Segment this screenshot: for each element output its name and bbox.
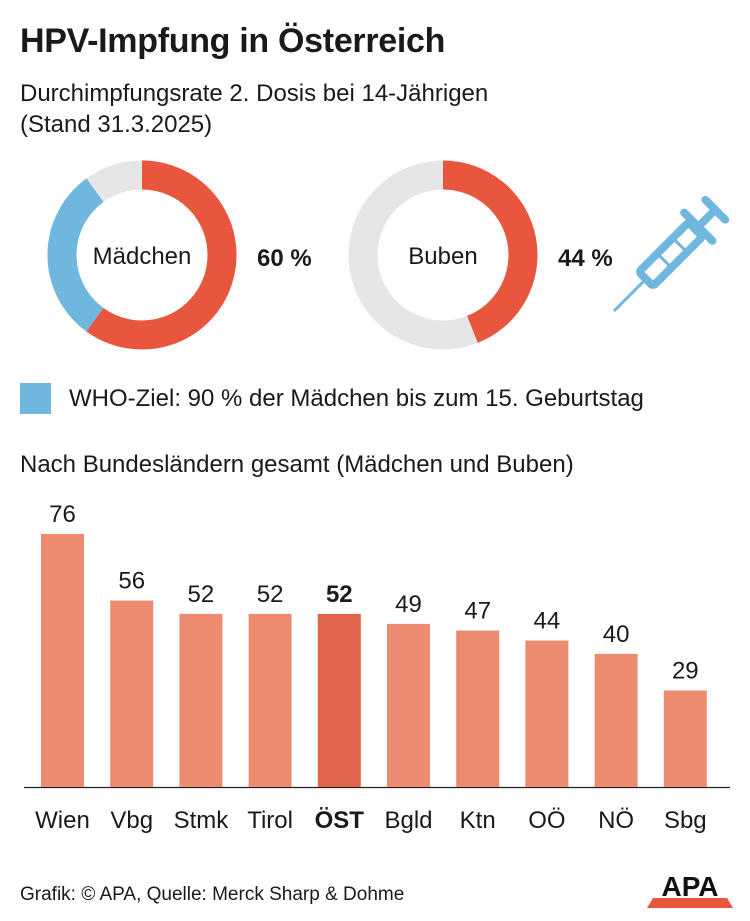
bar-value-n-: 40 [603, 621, 630, 648]
category-label-bgld: Bgld [384, 807, 432, 834]
donut-value-buben [442, 160, 538, 343]
bar-ktn [456, 630, 500, 787]
category-label-vbg: Vbg [110, 807, 153, 834]
donut-value-m-dchen [86, 160, 237, 350]
donut-label-m-dchen: Mädchen [93, 243, 192, 270]
legend-text: WHO-Ziel: 90 % der Mädchen bis zum 15. G… [69, 384, 644, 412]
category-label-o-: OÖ [528, 807, 565, 834]
category-label-n-: NÖ [598, 807, 634, 834]
apa-logo: APA [647, 872, 733, 908]
footer-credit: Grafik: © APA, Quelle: Merck Sharp & Doh… [20, 884, 405, 905]
donut-charts: Mädchen 60 % Buben 44 % [47, 160, 730, 350]
subtitle: Durchimpfungsrate 2. Dosis bei 14-Jährig… [20, 78, 488, 140]
bar-value--st: 52 [326, 581, 353, 608]
donut-who-target-m-dchen [47, 178, 104, 332]
bar-value-stmk: 52 [188, 581, 215, 608]
subtitle-line-2: (Stand 31.3.2025) [20, 111, 213, 138]
category-label-wien: Wien [35, 807, 90, 834]
svg-text:APA: APA [661, 872, 718, 902]
legend: WHO-Ziel: 90 % der Mädchen bis zum 15. G… [20, 383, 644, 414]
page-title: HPV-Impfung in Österreich [20, 22, 446, 60]
category-label--st: ÖST [315, 807, 365, 834]
donut-value-label-m-dchen: 60 % [257, 245, 312, 272]
donut-label-buben: Buben [408, 243, 477, 270]
subtitle-line-1: Durchimpfungsrate 2. Dosis bei 14-Jährig… [20, 80, 489, 107]
bar-bgld [387, 623, 430, 787]
category-label-ktn: Ktn [460, 807, 496, 834]
bar-chart: 76 Wien 56 Vbg 52 Stmk 52 Tirol 52 ÖST 49 Bgld 47 Ktn… [24, 501, 730, 834]
bar-chart-title: Nach Bundesländern gesamt (Mädchen und B… [20, 451, 574, 478]
bar-value-wien: 76 [49, 501, 76, 528]
bar-n- [594, 653, 638, 787]
bar--st [317, 613, 361, 787]
category-label-stmk: Stmk [174, 807, 230, 834]
bar-value-ktn: 47 [464, 598, 491, 625]
bar-sbg [663, 690, 707, 787]
bar-value-vbg: 56 [118, 568, 145, 595]
bar-vbg [110, 600, 154, 787]
bar-value-sbg: 29 [672, 657, 699, 684]
bar-o- [525, 640, 569, 787]
category-label-tirol: Tirol [247, 807, 293, 834]
bar-stmk [179, 613, 223, 787]
bar-tirol [248, 613, 292, 787]
category-label-sbg: Sbg [664, 807, 707, 834]
donut-value-label-buben: 44 % [558, 245, 613, 272]
bar-value-o-: 44 [534, 608, 561, 635]
bar-value-tirol: 52 [257, 581, 284, 608]
bar-value-bgld: 49 [395, 591, 422, 618]
syringe-icon [613, 195, 730, 312]
bar-wien [41, 534, 84, 787]
legend-swatch-who [20, 383, 51, 414]
